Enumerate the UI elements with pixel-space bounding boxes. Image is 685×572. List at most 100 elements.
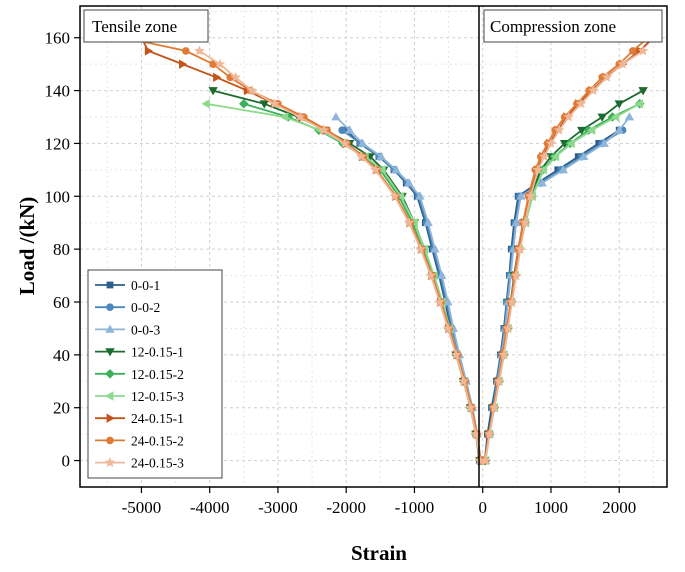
x-tick-label: -3000 xyxy=(258,498,298,517)
data-point xyxy=(634,99,644,109)
x-tick-label: -1000 xyxy=(395,498,435,517)
data-point xyxy=(415,191,425,200)
series-24-0.15-3 xyxy=(194,45,649,466)
compression-zone-label: Compression zone xyxy=(490,17,616,36)
x-tick-label: -2000 xyxy=(326,498,366,517)
y-tick-label: 60 xyxy=(53,293,70,312)
data-point xyxy=(403,217,415,228)
y-tick-label: 100 xyxy=(45,187,71,206)
legend-item: 24-0.15-2 xyxy=(95,433,184,448)
data-point xyxy=(614,125,624,134)
y-tick-label: 0 xyxy=(62,452,71,471)
data-point xyxy=(106,413,115,423)
data-point xyxy=(558,165,568,174)
data-point xyxy=(511,217,521,227)
compression-zone-box: Compression zone xyxy=(483,9,663,43)
data-point xyxy=(614,100,624,109)
data-point xyxy=(442,322,454,333)
legend-label: 24-0.15-1 xyxy=(131,411,184,426)
data-point xyxy=(443,297,453,306)
data-point xyxy=(105,324,115,333)
series-line-tension xyxy=(124,36,482,461)
legend-item: 0-0-3 xyxy=(95,322,160,337)
legend-item: 0-0-1 xyxy=(95,278,160,293)
data-point xyxy=(395,191,405,201)
y-tick-label: 40 xyxy=(53,346,70,365)
data-point xyxy=(201,99,210,109)
data-point xyxy=(516,191,526,200)
data-point xyxy=(514,243,526,254)
data-point xyxy=(294,111,306,122)
data-point xyxy=(104,457,116,468)
series-line-tension xyxy=(206,102,482,461)
x-tick-label: 2000 xyxy=(602,498,636,517)
data-point xyxy=(377,165,386,175)
data-point xyxy=(493,375,505,386)
data-point xyxy=(537,178,547,187)
axis-ticks: -5000 -4000 -3000 -2000 -1000 0 1000 2000 0 20 40 6… xyxy=(45,29,637,517)
data-point xyxy=(587,125,596,135)
legend-label: 12-0.15-3 xyxy=(131,389,184,404)
data-point xyxy=(434,296,445,307)
data-point xyxy=(178,59,188,69)
data-point xyxy=(389,190,400,201)
data-point xyxy=(105,391,114,401)
x-axis-title: Strain xyxy=(351,541,407,565)
x-tick-label: -4000 xyxy=(190,498,230,517)
data-point xyxy=(525,190,536,201)
data-point xyxy=(239,99,249,109)
data-point xyxy=(230,71,241,82)
series-line-compression xyxy=(484,50,644,461)
data-point xyxy=(214,58,226,69)
data-point xyxy=(106,281,114,289)
data-point xyxy=(575,98,587,109)
y-tick-label: 20 xyxy=(53,399,70,418)
data-point xyxy=(259,100,269,109)
data-point xyxy=(506,296,518,307)
data-point xyxy=(484,428,495,439)
legend-label: 0-0-2 xyxy=(131,300,160,315)
legend-item: 12-0.15-2 xyxy=(95,367,184,382)
y-tick-label: 80 xyxy=(53,240,70,259)
data-point xyxy=(519,217,531,228)
data-point xyxy=(624,112,635,121)
y-tick-label: 160 xyxy=(45,29,71,48)
data-point xyxy=(415,243,426,254)
data-point xyxy=(597,113,607,122)
series-line-tension xyxy=(345,129,481,461)
data-point xyxy=(538,165,547,175)
data-point xyxy=(566,138,575,149)
x-tick-label: 1000 xyxy=(534,498,568,517)
y-tick-label: 140 xyxy=(45,82,71,101)
data-point xyxy=(553,124,565,135)
legend-label: 12-0.15-2 xyxy=(131,367,184,382)
data-point xyxy=(576,126,587,136)
data-point xyxy=(629,47,637,55)
data-point xyxy=(106,436,114,445)
data-point xyxy=(458,375,469,386)
data-point xyxy=(318,124,329,135)
data-point xyxy=(391,165,401,174)
tensile-zone-label: Tensile zone xyxy=(92,17,177,36)
legend-item: 0-0-2 xyxy=(95,300,160,315)
data-point xyxy=(106,303,114,312)
data-point xyxy=(105,348,115,357)
data-point xyxy=(344,125,355,134)
legend-item: 24-0.15-3 xyxy=(95,456,184,471)
data-point xyxy=(194,45,205,56)
data-point xyxy=(181,47,190,55)
legend-item: 24-0.15-1 xyxy=(95,411,184,426)
data-point xyxy=(480,455,491,466)
legend: 0-0-1 0-0-2 0-0-3 12-0.15-1 12-0.15-2 12-0.15… xyxy=(87,269,223,479)
data-point xyxy=(450,349,462,360)
data-point xyxy=(105,369,115,379)
series-line-compression xyxy=(483,37,649,461)
data-point xyxy=(563,111,574,122)
data-point xyxy=(331,112,341,121)
legend-item: 12-0.15-3 xyxy=(95,389,184,404)
series-line-compression xyxy=(484,129,624,461)
legend-label: 24-0.15-3 xyxy=(131,456,184,471)
data-point xyxy=(588,85,599,96)
data-point xyxy=(550,151,560,162)
